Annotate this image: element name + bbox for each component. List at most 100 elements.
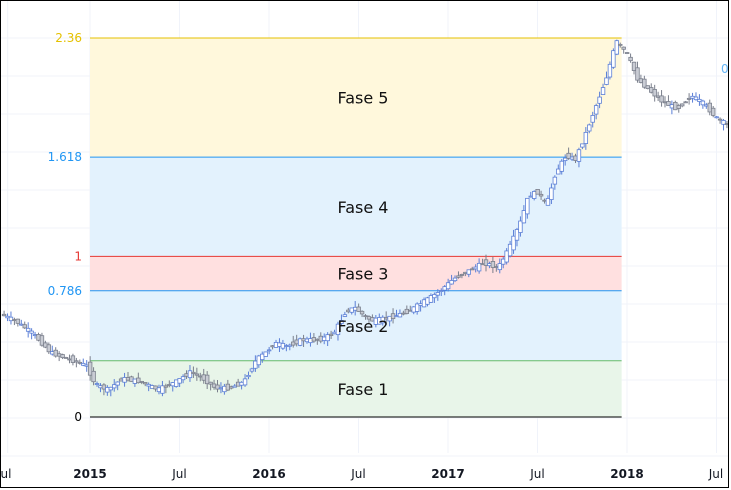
candle-body [597,96,602,104]
candle-body [1,313,7,317]
candle-body [25,327,31,332]
candle-body [112,384,117,389]
candles [1,39,728,397]
candle-body [60,354,65,359]
candle-body [552,176,558,185]
candle-body [339,320,344,324]
candle-body [559,160,564,172]
candle-body [583,131,589,144]
edge-level-label: 0 [721,62,729,76]
candle-body [246,375,251,378]
phase-label: Fase 4 [338,198,389,217]
x-tick-label: ul [1,467,12,481]
candle-body [531,191,537,199]
candle-body [717,118,723,121]
candle-body [514,229,520,241]
candle-body [466,269,471,275]
candle-body [63,357,69,359]
candle-body [328,333,334,336]
candle-body [604,77,609,85]
candle-body [194,373,200,376]
candle-body [439,290,444,292]
candle-body [618,43,623,46]
fib-level-label: 0.786 [48,284,82,298]
candle-body [445,282,451,290]
candle-body [456,275,461,278]
candle-body [724,123,728,125]
x-tick-label: 2016 [252,467,285,481]
phase-zone [90,360,622,417]
x-tick-label: 2018 [610,467,643,481]
fib-level-label: 0 [74,410,82,424]
candle-body [476,262,482,272]
candle-body [70,355,76,363]
candle-body [607,63,613,78]
fib-level-label: 1.618 [48,150,82,164]
candle-body [549,187,554,200]
candle-body [46,344,52,353]
candle-body [432,294,437,299]
candle-body [263,351,268,357]
candle-body [518,220,523,233]
candle-body [676,105,681,109]
candle-body [710,107,716,116]
candle-body [525,197,530,215]
candle-body [593,105,599,115]
candle-body [232,385,237,388]
candle-body [180,376,186,381]
candle-body [562,157,568,162]
fib-level-label: 1 [74,249,82,263]
candle-body [614,40,620,55]
candle-body [287,344,292,347]
candle-body [242,378,248,386]
x-tick-label: 2017 [431,467,464,481]
candle-body [325,334,330,342]
candle-body [449,280,454,285]
candle-body [8,316,14,322]
candle-body [397,313,403,318]
candle-body [380,316,385,324]
candle-body [22,324,27,329]
candle-body [108,386,113,391]
x-axis-ticks: ul 2015 Jul 2016 Jul 2017 Jul 2018 Jul [1,467,724,481]
candle-body [143,382,148,385]
candle-body [177,378,182,384]
candle-body [683,101,688,104]
candle-body [490,261,496,268]
candle-body [256,355,262,366]
phase-label: Fase 5 [338,89,389,108]
phase-zone [90,157,622,257]
candle-body [74,360,79,363]
candle-body [631,61,637,71]
candle-body [470,268,475,271]
candle-body [91,370,96,383]
candle-body [459,273,465,276]
candle-body [714,116,719,119]
candle-body [521,210,527,224]
candle-body [356,306,361,312]
candle-body [414,303,420,312]
candle-body [163,385,169,388]
phase-zone [90,290,622,361]
candle-body [580,143,585,148]
candle-body [77,361,83,364]
phase-zones [90,38,622,417]
phase-zone [90,256,622,291]
candle-body [666,101,671,106]
candle-body [680,103,685,107]
candle-body [335,323,341,336]
candle-body [53,349,58,357]
candle-body [652,89,657,97]
candle-body [249,368,255,372]
candle-body [81,362,86,366]
candle-body [659,95,664,103]
candle-body [359,310,365,315]
x-tick-label: 2015 [73,467,106,481]
candle-body [101,384,107,390]
candle-body [136,377,141,384]
candle-body [363,315,368,318]
candle-body [635,67,640,81]
candle-body [611,50,616,68]
x-tick-label: Jul [529,467,544,481]
